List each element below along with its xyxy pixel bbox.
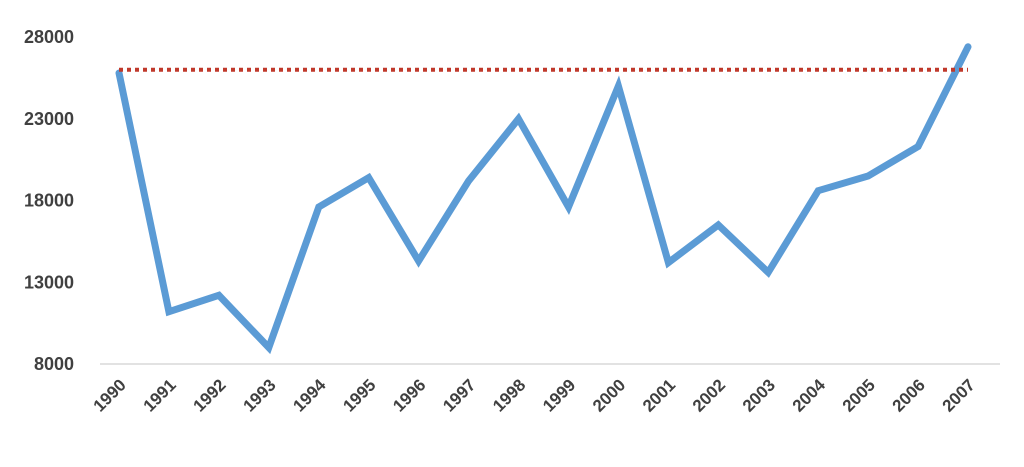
y-tick-label: 28000 bbox=[24, 27, 74, 47]
x-tick-label: 2002 bbox=[689, 375, 729, 415]
x-tick-label: 1994 bbox=[289, 375, 330, 416]
x-tick-label: 2004 bbox=[789, 375, 830, 416]
y-tick-label: 23000 bbox=[24, 109, 74, 129]
x-tick-label: 1999 bbox=[539, 375, 579, 415]
x-tick-label: 1993 bbox=[239, 375, 279, 415]
x-tick-label: 1990 bbox=[90, 375, 130, 415]
x-tick-label: 2005 bbox=[839, 375, 879, 415]
x-tick-label: 2003 bbox=[739, 375, 779, 415]
x-tick-label: 2001 bbox=[639, 375, 679, 415]
x-tick-label: 1997 bbox=[439, 375, 479, 415]
y-tick-label: 8000 bbox=[34, 354, 74, 374]
y-tick-label: 13000 bbox=[24, 272, 74, 292]
x-tick-label: 1996 bbox=[389, 375, 429, 415]
y-tick-label: 18000 bbox=[24, 191, 74, 211]
x-tick-label: 1998 bbox=[489, 375, 529, 415]
x-axis-tick-labels: 1990 1991 1992 1993 1994 1995 1996 1997 1998 1999… bbox=[90, 375, 979, 416]
series-layer bbox=[115, 43, 972, 355]
x-tick-label: 2007 bbox=[939, 375, 979, 415]
y-axis-tick-labels: 8000 13000 18000 23000 28000 bbox=[24, 27, 74, 374]
x-tick-label: 1992 bbox=[190, 375, 230, 415]
x-tick-label: 2006 bbox=[889, 375, 929, 415]
data-line-series bbox=[115, 43, 972, 355]
x-tick-label: 1991 bbox=[140, 375, 180, 415]
x-tick-label: 2000 bbox=[589, 375, 629, 415]
x-tick-label: 1995 bbox=[339, 375, 379, 415]
